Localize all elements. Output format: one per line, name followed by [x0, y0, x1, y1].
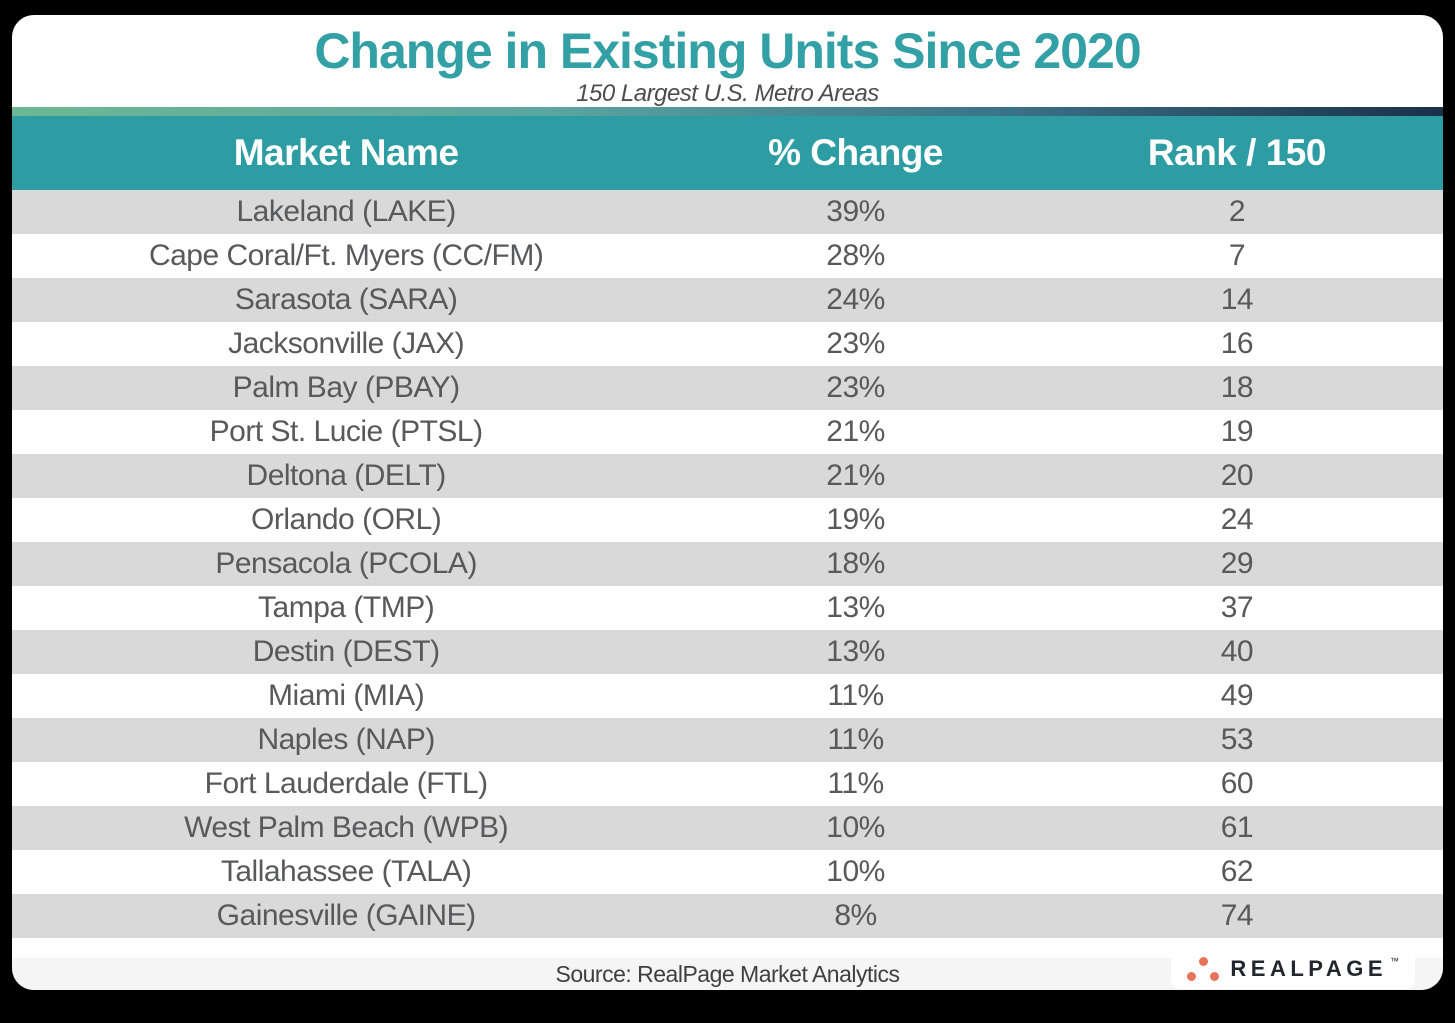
cell-change: 11%	[827, 723, 884, 756]
cell-rank: 24	[1220, 503, 1254, 536]
column-header-market-name: Market Name	[12, 116, 681, 190]
table-row: Lakeland (LAKE) 39% 2	[12, 190, 1443, 234]
table-row: Miami (MIA) 11% 49	[12, 674, 1443, 718]
table-row: Sarasota (SARA) 24% 14	[12, 278, 1443, 322]
cell-change: 10%	[826, 811, 885, 844]
cell-change: 23%	[826, 327, 885, 360]
cell-market: Deltona (DELT)	[246, 459, 447, 492]
cell-market: Cape Coral/Ft. Myers (CC/FM)	[148, 239, 544, 272]
cell-market: Orlando (ORL)	[251, 503, 442, 536]
title-area: Change in Existing Units Since 2020 150 …	[12, 15, 1443, 107]
table-row: Tallahassee (TALA) 10% 62	[12, 850, 1443, 894]
table-row: Naples (NAP) 11% 53	[12, 718, 1443, 762]
realpage-wordmark: REALPAGE	[1230, 956, 1387, 981]
realpage-dots-icon	[1187, 956, 1220, 982]
cell-change: 13%	[826, 635, 885, 668]
cell-change: 28%	[826, 239, 885, 272]
realpage-logo: REALPAGE ™	[1171, 949, 1415, 989]
table-row: Gainesville (GAINE) 8% 74	[12, 894, 1443, 938]
table-row: Pensacola (PCOLA) 18% 29	[12, 542, 1443, 586]
cell-rank: 60	[1220, 767, 1254, 800]
cell-rank: 20	[1220, 459, 1254, 492]
table-body: Lakeland (LAKE) 39% 2 Cape Coral/Ft. Myers …	[12, 190, 1443, 938]
cell-rank: 61	[1220, 811, 1254, 844]
page-title: Change in Existing Units Since 2020	[314, 23, 1141, 79]
table-row: Palm Bay (PBAY) 23% 18	[12, 366, 1443, 410]
cell-change: 13%	[826, 591, 885, 624]
column-header-percent-change: % Change	[680, 116, 1031, 190]
cell-rank: 29	[1220, 547, 1254, 580]
cell-change: 11%	[827, 767, 884, 800]
cell-rank: 53	[1220, 723, 1254, 756]
cell-rank: 40	[1220, 635, 1254, 668]
cell-market: Jacksonville (JAX)	[228, 327, 465, 360]
table-row: Fort Lauderdale (FTL) 11% 60	[12, 762, 1443, 806]
footer-spacer	[12, 938, 1443, 958]
table-row: Destin (DEST) 13% 40	[12, 630, 1443, 674]
table-row: Port St. Lucie (PTSL) 21% 19	[12, 410, 1443, 454]
cell-rank: 49	[1220, 679, 1254, 712]
cell-rank: 19	[1220, 415, 1254, 448]
table-row: Tampa (TMP) 13% 37	[12, 586, 1443, 630]
cell-change: 23%	[826, 371, 885, 404]
table-row: Deltona (DELT) 21% 20	[12, 454, 1443, 498]
cell-rank: 18	[1220, 371, 1254, 404]
cell-market: West Palm Beach (WPB)	[184, 811, 509, 844]
source-text: Source: RealPage Market Analytics	[555, 960, 900, 987]
cell-change: 19%	[826, 503, 885, 536]
trademark-symbol: ™	[1390, 956, 1399, 966]
cell-change: 11%	[827, 679, 884, 712]
subtitle: 150 Largest U.S. Metro Areas	[576, 79, 879, 107]
cell-change: 21%	[826, 415, 885, 448]
cell-market: Port St. Lucie (PTSL)	[209, 415, 483, 448]
table-row: Orlando (ORL) 19% 24	[12, 498, 1443, 542]
divider-gradient-bar	[12, 107, 1443, 116]
table-row: Jacksonville (JAX) 23% 16	[12, 322, 1443, 366]
infographic-card: Change in Existing Units Since 2020 150 …	[12, 15, 1443, 990]
cell-change: 39%	[826, 195, 885, 228]
cell-change: 8%	[834, 899, 877, 932]
cell-market: Lakeland (LAKE)	[236, 195, 456, 228]
cell-market: Sarasota (SARA)	[234, 283, 458, 316]
cell-change: 10%	[826, 855, 885, 888]
metro-table: Market Name % Change Rank / 150 Lakeland…	[12, 116, 1443, 938]
cell-market: Destin (DEST)	[252, 635, 440, 668]
cell-market: Naples (NAP)	[257, 723, 435, 756]
cell-change: 24%	[826, 283, 885, 316]
cell-rank: 74	[1220, 899, 1254, 932]
cell-market: Miami (MIA)	[268, 679, 425, 712]
cell-rank: 2	[1228, 195, 1246, 228]
cell-change: 18%	[826, 547, 885, 580]
cell-rank: 14	[1220, 283, 1254, 316]
cell-rank: 37	[1220, 591, 1254, 624]
cell-market: Palm Bay (PBAY)	[232, 371, 461, 404]
table-header-row: Market Name % Change Rank / 150	[12, 116, 1443, 190]
cell-market: Gainesville (GAINE)	[216, 899, 476, 932]
cell-rank: 16	[1220, 327, 1254, 360]
table-row: West Palm Beach (WPB) 10% 61	[12, 806, 1443, 850]
cell-market: Fort Lauderdale (FTL)	[204, 767, 488, 800]
cell-rank: 7	[1228, 239, 1246, 272]
cell-rank: 62	[1220, 855, 1254, 888]
column-header-rank: Rank / 150	[1030, 116, 1443, 190]
cell-market: Tampa (TMP)	[258, 591, 435, 624]
cell-market: Pensacola (PCOLA)	[215, 547, 477, 580]
cell-market: Tallahassee (TALA)	[220, 855, 472, 888]
cell-change: 21%	[826, 459, 885, 492]
table-row: Cape Coral/Ft. Myers (CC/FM) 28% 7	[12, 234, 1443, 278]
